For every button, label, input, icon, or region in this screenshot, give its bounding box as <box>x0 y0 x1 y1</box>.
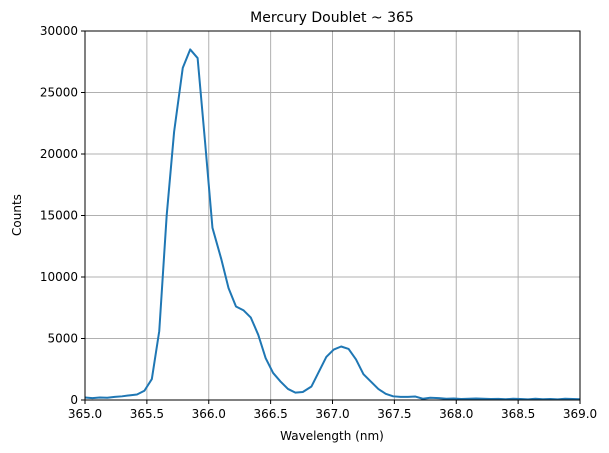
y-tick-label: 10000 <box>40 270 78 284</box>
x-tick-label: 365.0 <box>68 407 102 421</box>
y-axis-label: Counts <box>10 194 24 236</box>
series-line <box>84 48 581 401</box>
y-tick-label: 20000 <box>40 147 78 161</box>
x-axis-label: Wavelength (nm) <box>280 429 384 443</box>
y-tick-label: 25000 <box>40 86 78 100</box>
axis-ticks: 365.0 365.5 366.0 366.5 367.0 367.5 368.0 368.5… <box>40 24 597 421</box>
x-tick-label: 368.5 <box>501 407 535 421</box>
chart-title: Mercury Doublet ~ 365 <box>250 10 414 26</box>
x-tick-label: 367.5 <box>377 407 411 421</box>
y-tick-label: 15000 <box>40 209 78 223</box>
x-tick-label: 369.0 <box>563 407 597 421</box>
y-tick-label: 30000 <box>40 24 78 38</box>
grid <box>84 30 581 401</box>
y-tick-label: 5000 <box>47 332 78 346</box>
x-tick-label: 368.0 <box>439 407 473 421</box>
x-tick-label: 367.0 <box>315 407 349 421</box>
x-tick-label: 365.5 <box>130 407 164 421</box>
y-tick-label: 0 <box>70 393 78 407</box>
x-tick-label: 366.5 <box>253 407 287 421</box>
x-tick-label: 366.0 <box>192 407 226 421</box>
